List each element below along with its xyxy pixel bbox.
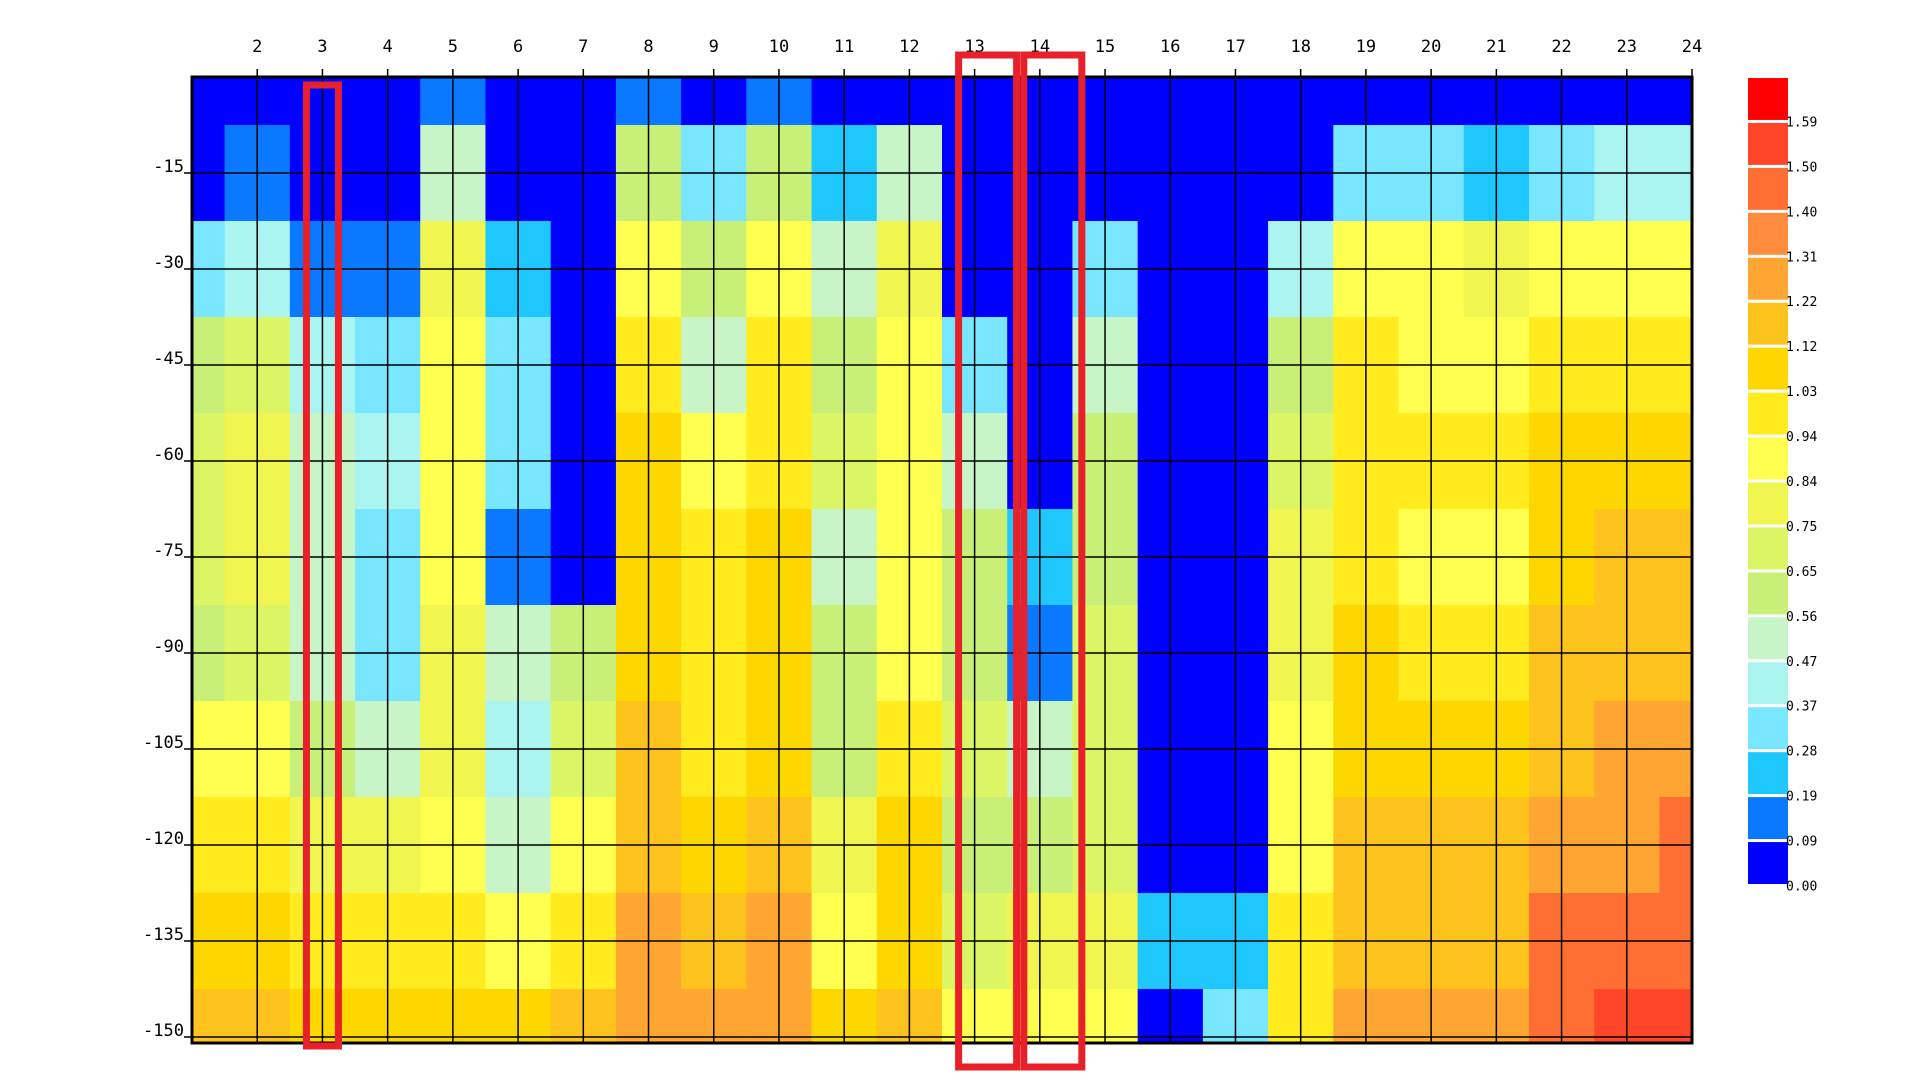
y-tick-label: -15 — [153, 157, 184, 177]
y-tick-label: -135 — [143, 925, 184, 945]
legend-swatch — [1748, 707, 1788, 750]
legend-label: 0.28 — [1786, 745, 1817, 760]
contour-cell — [1659, 77, 1692, 126]
y-tick-label: -60 — [153, 445, 184, 465]
legend-label: 0.75 — [1786, 520, 1817, 535]
y-tick-label: -75 — [153, 541, 184, 561]
x-tick-label: 6 — [513, 37, 523, 57]
legend-swatch — [1748, 662, 1788, 705]
x-tick-label: 17 — [1225, 37, 1245, 57]
legend-swatch — [1748, 347, 1788, 390]
legend-label: 0.56 — [1786, 610, 1817, 625]
legend-label: 1.31 — [1786, 250, 1817, 265]
legend-swatch — [1748, 257, 1788, 300]
legend-label: 0.37 — [1786, 700, 1817, 715]
legend-label: 0.09 — [1786, 835, 1817, 850]
x-tick-label: 24 — [1682, 37, 1702, 57]
legend-swatch — [1748, 212, 1788, 255]
y-tick-label: -105 — [143, 733, 184, 753]
legend-label: 0.00 — [1786, 880, 1817, 895]
legend-label: 1.22 — [1786, 295, 1817, 310]
plot-area — [192, 77, 1692, 1043]
legend-label: 0.47 — [1786, 655, 1817, 670]
y-tick-label: -150 — [143, 1021, 184, 1041]
legend-label: 1.03 — [1786, 385, 1817, 400]
legend-swatch — [1748, 437, 1788, 480]
x-tick-label: 15 — [1095, 37, 1115, 57]
x-tick-label: 8 — [643, 37, 653, 57]
x-tick-label: 19 — [1356, 37, 1376, 57]
highlight-box — [955, 51, 1021, 1071]
highlight-box — [302, 81, 342, 1050]
color-legend: 0.00 0.09 0.19 0.28 0.37 0.47 0.56 0.65 0.75 0.84… — [1748, 78, 1817, 895]
contour-cell — [192, 77, 226, 126]
axes: 2 3 4 5 6 7 8 9 10 11 12 13 14 15 16 17 18 19 20 21 22 23 24-1… — [143, 37, 1702, 1045]
y-tick-label: -90 — [153, 637, 184, 657]
x-tick-label: 10 — [769, 37, 789, 57]
legend-swatch — [1748, 617, 1788, 660]
x-tick-label: 11 — [834, 37, 854, 57]
legend-label: 0.65 — [1786, 565, 1817, 580]
legend-swatch — [1748, 482, 1788, 525]
legend-swatch — [1748, 78, 1788, 120]
x-tick-label: 16 — [1160, 37, 1180, 57]
x-tick-label: 22 — [1551, 37, 1571, 57]
legend-label: 0.19 — [1786, 790, 1817, 805]
highlight-box — [1020, 51, 1086, 1071]
highlights — [302, 51, 1086, 1071]
y-tick-label: -120 — [143, 829, 184, 849]
contour-cell — [1659, 989, 1692, 1043]
y-tick-label: -45 — [153, 349, 184, 369]
legend-label: 1.40 — [1786, 205, 1817, 220]
legend-swatch — [1748, 392, 1788, 435]
x-tick-label: 18 — [1290, 37, 1310, 57]
x-tick-label: 4 — [383, 37, 393, 57]
x-tick-label: 20 — [1421, 37, 1441, 57]
legend-swatch — [1748, 797, 1788, 840]
legend-label: 1.59 — [1786, 115, 1817, 130]
legend-label: 0.84 — [1786, 475, 1817, 490]
x-tick-label: 23 — [1617, 37, 1637, 57]
contour-cell — [192, 989, 226, 1043]
x-tick-label: 2 — [252, 37, 262, 57]
legend-swatch — [1748, 572, 1788, 615]
legend-swatch — [1748, 752, 1788, 795]
x-tick-label: 21 — [1486, 37, 1506, 57]
x-tick-label: 5 — [448, 37, 458, 57]
y-tick-label: -30 — [153, 253, 184, 273]
legend-swatch — [1748, 122, 1788, 165]
legend-swatch — [1748, 302, 1788, 345]
x-tick-label: 7 — [578, 37, 588, 57]
legend-label: 1.12 — [1786, 340, 1817, 355]
legend-label: 0.94 — [1786, 430, 1817, 445]
legend-swatch — [1748, 167, 1788, 210]
x-tick-label: 3 — [317, 37, 327, 57]
legend-label: 1.50 — [1786, 160, 1817, 175]
legend-swatch — [1748, 527, 1788, 570]
legend-swatch — [1748, 842, 1788, 884]
x-tick-label: 12 — [899, 37, 919, 57]
x-tick-label: 9 — [709, 37, 719, 57]
